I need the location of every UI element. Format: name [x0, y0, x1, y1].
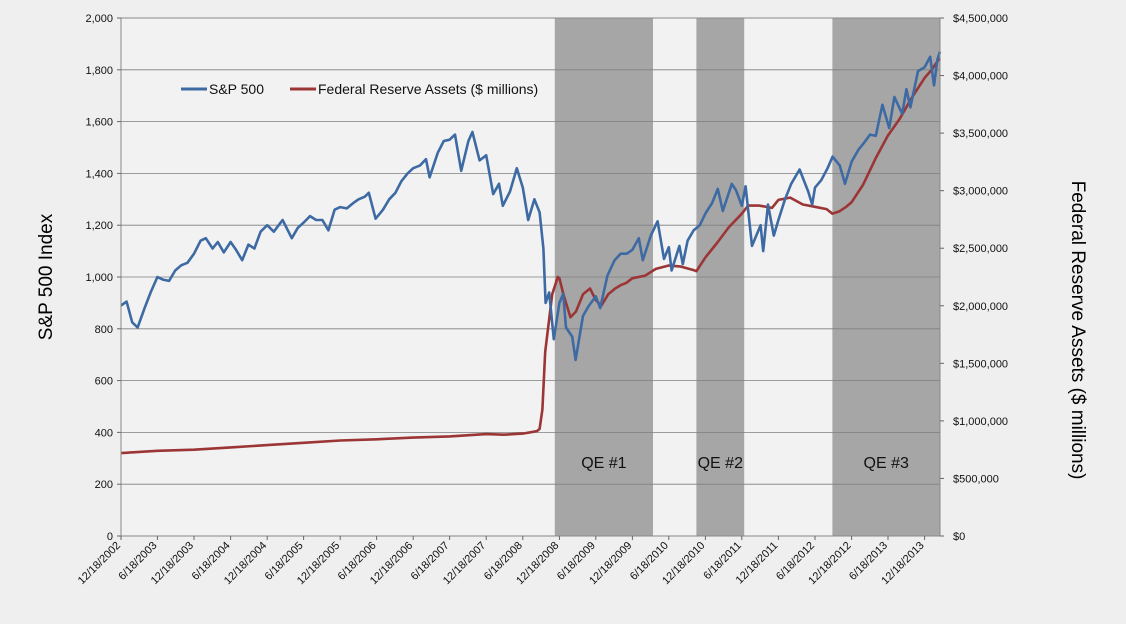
right-tick-label: $500,000	[953, 473, 999, 485]
left-tick-label: 800	[95, 324, 113, 336]
right-tick-label: $2,000,000	[953, 301, 1008, 313]
left-axis-title: S&P 500 Index	[36, 213, 57, 340]
left-tick-label: 1,600	[85, 117, 113, 129]
right-axis-title: Federal Reserve Assets ($ millions)	[1067, 181, 1088, 480]
series-lines	[120, 51, 942, 455]
right-tick-label: $1,500,000	[953, 358, 1008, 370]
right-tick-label: $0	[953, 531, 965, 543]
x-tick-label: 12/18/2002	[76, 540, 123, 587]
left-tick-label: 1,800	[85, 65, 113, 77]
x-axis: 12/18/20026/18/200312/18/20036/18/200412…	[76, 536, 927, 587]
left-tick-label: 400	[95, 427, 113, 439]
left-tick-label: 600	[95, 376, 113, 388]
right-tick-label: $3,500,000	[953, 128, 1008, 140]
left-tick-label: 1,200	[85, 220, 113, 232]
left-axis: 0 200 400 600 800 1,000 1,200 1,400 1,600 1,800 2,…	[85, 13, 121, 543]
qe-label-1: QE #1	[581, 455, 626, 472]
legend: S&P 500 Federal Reserve Assets ($ million…	[181, 81, 538, 97]
qe-label-3: QE #3	[864, 455, 909, 472]
right-tick-label: $1,000,000	[953, 416, 1008, 428]
right-tick-label: $2,500,000	[953, 243, 1008, 255]
right-axis: $0 $500,000 $1,000,000 $1,500,000 $2,000,000…	[940, 13, 1008, 543]
qe-label-2: QE #2	[698, 455, 743, 472]
left-tick-label: 1,400	[85, 168, 113, 180]
legend-label-2: Federal Reserve Assets ($ millions)	[318, 81, 538, 97]
left-tick-label: 0	[107, 531, 113, 543]
left-tick-label: 1,000	[85, 272, 113, 284]
right-tick-label: $3,000,000	[953, 186, 1008, 198]
right-tick-label: $4,500,000	[953, 13, 1008, 25]
left-tick-label: 200	[95, 479, 113, 491]
fed-assets-line	[120, 57, 942, 455]
qe-labels: QE #1 QE #2 QE #3	[581, 455, 909, 472]
sp500-line	[120, 51, 942, 362]
legend-label-1: S&P 500	[209, 81, 264, 97]
right-tick-label: $4,000,000	[953, 71, 1008, 83]
left-tick-label: 2,000	[85, 13, 113, 25]
